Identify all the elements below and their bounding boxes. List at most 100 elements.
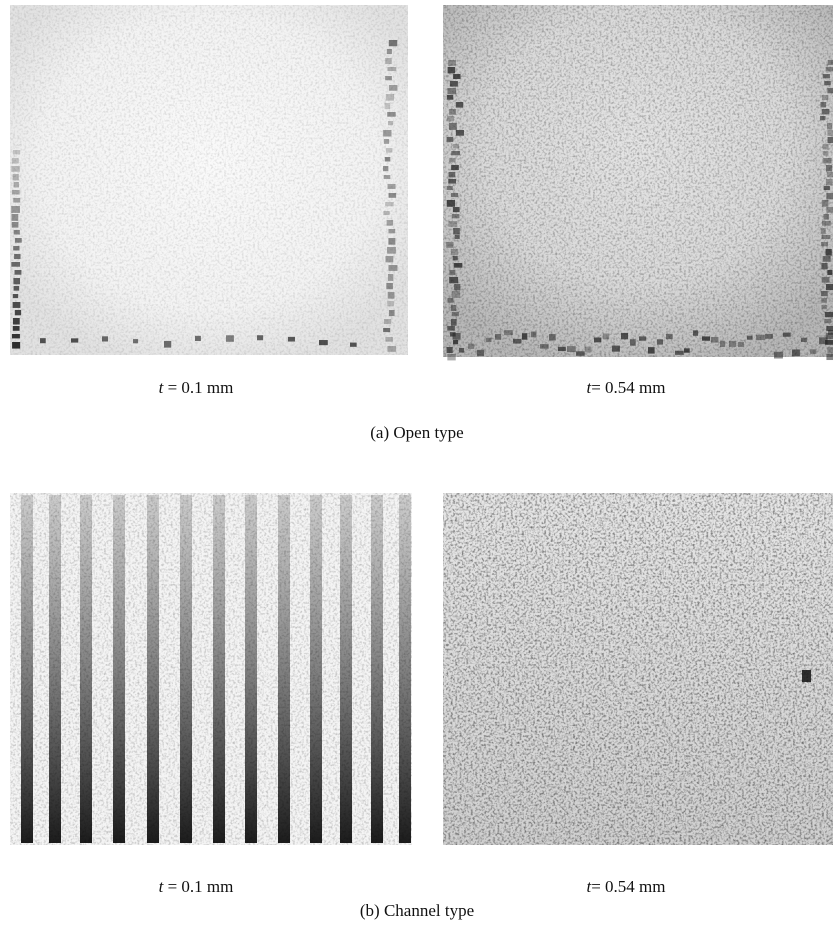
deposit: [11, 166, 20, 172]
deposit: [12, 326, 20, 331]
deposit: [288, 336, 295, 342]
deposit: [783, 332, 791, 337]
deposit: [826, 284, 833, 291]
deposit: [451, 291, 461, 298]
deposit: [226, 335, 234, 342]
deposit: [822, 144, 829, 150]
deposit: [11, 222, 19, 228]
deposit: [825, 340, 833, 345]
deposit: [774, 351, 783, 359]
deposit: [765, 333, 773, 339]
deposit: [385, 58, 392, 65]
deposit: [822, 256, 831, 262]
deposit: [12, 294, 19, 299]
deposit: [387, 301, 394, 307]
deposit: [451, 165, 459, 171]
deposit: [195, 335, 201, 342]
deposit: [826, 193, 833, 200]
deposit: [820, 116, 826, 121]
deposit: [388, 265, 398, 271]
deposit: [319, 340, 328, 346]
deposit: [825, 249, 832, 256]
caption-variable: t: [586, 378, 592, 397]
deposit: [449, 81, 458, 87]
deposit: [11, 206, 20, 213]
deposit: [540, 344, 549, 349]
deposit: [821, 263, 828, 270]
caption-text: = 0.1 mm: [163, 378, 234, 397]
deposit: [447, 326, 455, 331]
deposit: [449, 277, 459, 284]
deposit: [449, 109, 457, 115]
deposit: [693, 330, 699, 336]
deposit: [12, 174, 19, 181]
deposit: [11, 262, 21, 267]
deposit: [13, 182, 19, 188]
deposit: [387, 346, 397, 352]
deposit: [388, 85, 398, 91]
deposit: [821, 200, 829, 207]
deposit: [821, 277, 830, 283]
deposit: [702, 336, 711, 341]
deposit: [449, 123, 457, 130]
deposit: [450, 193, 459, 198]
deposit: [822, 74, 830, 79]
caption-variable: t: [158, 378, 164, 397]
deposit: [820, 102, 827, 108]
deposit: [826, 172, 833, 178]
deposit: [585, 346, 592, 353]
deposit: [827, 130, 833, 136]
caption: t = 0.1 mm: [159, 378, 234, 398]
deposit: [13, 198, 21, 203]
deposit: [350, 342, 357, 347]
deposit: [386, 220, 394, 226]
deposit: [468, 343, 475, 349]
deposit: [820, 291, 828, 297]
deposit: [802, 670, 811, 682]
deposit: [446, 347, 453, 353]
deposit: [446, 242, 454, 248]
deposit: [729, 340, 737, 347]
image-texture: [443, 493, 833, 845]
deposit: [792, 349, 800, 357]
deposit: [11, 158, 19, 164]
deposit: [385, 202, 394, 207]
deposit: [495, 333, 502, 340]
deposit: [387, 184, 396, 190]
deposit: [820, 242, 828, 247]
caption-text: = 0.54 mm: [591, 378, 666, 397]
deposit: [684, 348, 690, 353]
deposit: [446, 116, 454, 122]
deposit: [447, 88, 457, 95]
panel-label: (b) Channel type: [359, 901, 475, 920]
deposit: [825, 333, 833, 340]
deposit: [826, 123, 833, 130]
deposit: [387, 247, 396, 254]
deposit: [448, 60, 457, 66]
deposit: [455, 102, 464, 108]
deposit: [823, 214, 829, 220]
deposit: [11, 190, 20, 195]
deposit: [639, 336, 647, 341]
deposit: [450, 249, 459, 256]
edge-deposits: [11, 40, 833, 682]
deposit: [383, 328, 391, 333]
deposit: [455, 130, 464, 136]
deposit: [825, 67, 833, 72]
caption: t= 0.54 mm: [586, 378, 665, 398]
deposit: [386, 49, 392, 54]
deposit: [452, 333, 461, 340]
deposit: [825, 179, 833, 186]
deposit: [11, 334, 20, 339]
deposit: [827, 60, 833, 65]
deposit: [13, 278, 21, 285]
deposit: [383, 211, 390, 216]
deposit: [453, 228, 460, 235]
deposit: [657, 339, 664, 345]
deposit: [453, 144, 460, 149]
deposit: [531, 331, 537, 338]
deposit: [824, 319, 832, 324]
deposit: [449, 270, 456, 275]
deposit: [824, 81, 831, 86]
image-texture: [10, 493, 412, 845]
